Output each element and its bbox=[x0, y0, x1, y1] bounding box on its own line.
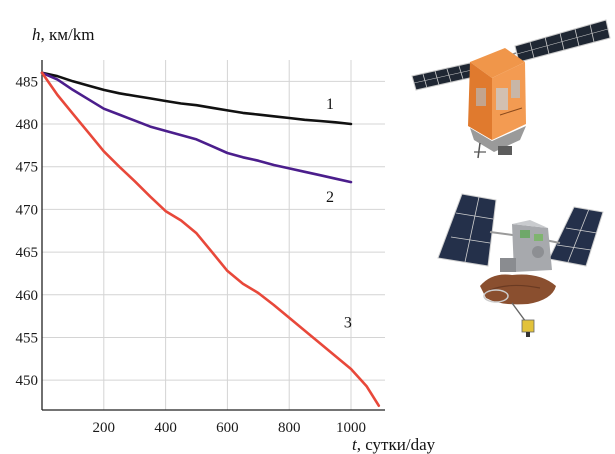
x-tick-label: 1000 bbox=[336, 420, 366, 436]
y-tick-label: 480 bbox=[16, 117, 39, 133]
x-gridlines bbox=[103, 60, 352, 410]
x-tick-label: 600 bbox=[216, 420, 239, 436]
series-line-1 bbox=[40, 71, 353, 126]
series-label-2: 2 bbox=[326, 189, 334, 206]
y-tick-label: 465 bbox=[16, 245, 39, 261]
y-axis-symbol: h bbox=[32, 25, 41, 44]
x-axis-title: t, сутки/day bbox=[352, 435, 436, 454]
chart: 200 400 600 800 1000 450 455 460 465 470 475 480 48… bbox=[16, 25, 436, 454]
series-labels: 1 2 3 bbox=[326, 96, 352, 332]
y-tick-label: 470 bbox=[16, 202, 39, 218]
x-tick-label: 800 bbox=[278, 420, 301, 436]
y-axis-unit: , км/km bbox=[41, 25, 95, 44]
satellite-orange-icon bbox=[411, 19, 611, 159]
x-tick-label: 200 bbox=[93, 420, 116, 436]
series-line-2 bbox=[40, 71, 353, 184]
series-label-1: 1 bbox=[326, 96, 334, 113]
x-axis-unit: , сутки/day bbox=[357, 435, 436, 454]
y-tick-label: 475 bbox=[16, 160, 39, 176]
y-axis-title: h, км/km bbox=[32, 25, 94, 44]
series-line-3 bbox=[40, 71, 381, 408]
y-tick-label: 450 bbox=[16, 373, 39, 389]
series-lines bbox=[40, 71, 381, 408]
x-tick-labels: 200 400 600 800 1000 bbox=[93, 420, 366, 436]
y-gridlines bbox=[42, 80, 385, 381]
y-tick-labels: 450 455 460 465 470 475 480 485 bbox=[16, 74, 39, 389]
y-tick-label: 460 bbox=[16, 288, 39, 304]
y-tick-label: 485 bbox=[16, 74, 39, 90]
series-label-3: 3 bbox=[344, 315, 352, 332]
satellite-gray-icon bbox=[437, 193, 604, 337]
x-axis-symbol: t bbox=[352, 435, 358, 454]
x-tick-label: 400 bbox=[154, 420, 177, 436]
y-tick-label: 455 bbox=[16, 330, 39, 346]
